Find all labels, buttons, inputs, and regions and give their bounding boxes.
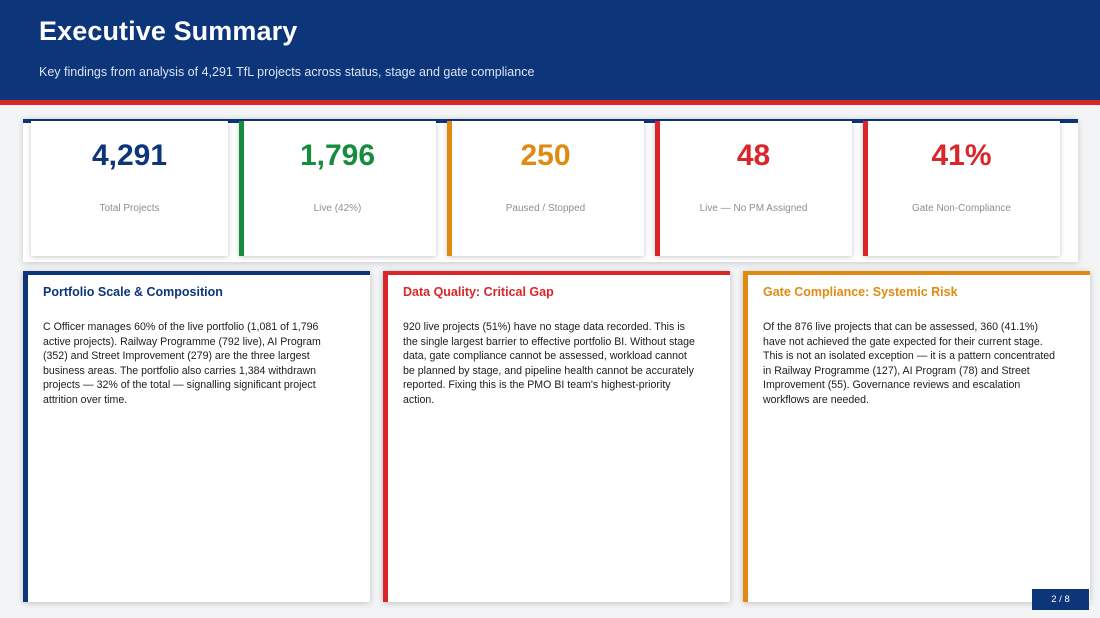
panel-body: 920 live projects (51%) have no stage da…: [403, 321, 695, 406]
panel-left-rule: [23, 271, 28, 602]
kpi-card-total-projects: 4,291 Total Projects: [31, 121, 228, 256]
page-number-badge: 2 / 8: [1032, 589, 1089, 610]
panel-title: Data Quality: Critical Gap: [403, 285, 554, 299]
panel-portfolio-scale: Portfolio Scale & Composition C Officer …: [23, 271, 370, 602]
kpi-value: 4,291: [91, 139, 168, 172]
kpi-accent-bar: [655, 121, 660, 256]
kpi-value: 41%: [931, 139, 992, 172]
panel-title: Gate Compliance: Systemic Risk: [763, 285, 958, 299]
kpi-label: Total Projects: [99, 203, 160, 214]
kpi-value: 1,796: [299, 139, 376, 172]
kpi-value: 48: [736, 139, 771, 172]
page-subtitle: Key findings from analysis of 4,291 TfL …: [39, 65, 535, 79]
panel-title: Portfolio Scale & Composition: [43, 285, 223, 299]
panel-top-rule: [743, 271, 1090, 275]
panel-body: Of the 876 live projects that can be ass…: [763, 321, 1056, 406]
panel-body: C Officer manages 60% of the live portfo…: [43, 321, 321, 406]
kpi-card-paused-stopped: 250 Paused / Stopped: [447, 121, 644, 256]
kpi-label: Gate Non-Compliance: [912, 203, 1011, 214]
header-accent-rule: [0, 100, 1100, 105]
panel-left-rule: [383, 271, 388, 602]
panel-gate-compliance: Gate Compliance: Systemic Risk Of the 87…: [743, 271, 1090, 602]
panel-top-rule: [383, 271, 730, 275]
page-title: Executive Summary: [39, 16, 298, 46]
panel-data-quality: Data Quality: Critical Gap 920 live proj…: [383, 271, 730, 602]
kpi-label: Live — No PM Assigned: [699, 203, 808, 214]
panel-top-rule: [23, 271, 370, 275]
kpi-accent-bar: [239, 121, 244, 256]
kpi-strip: 4,291 Total Projects 1,796 Live (42%) 25…: [23, 119, 1078, 262]
kpi-card-no-pm: 48 Live — No PM Assigned: [655, 121, 852, 256]
kpi-card-gate-non-compliance: 41% Gate Non-Compliance: [863, 121, 1060, 256]
kpi-accent-bar: [447, 121, 452, 256]
kpi-label: Paused / Stopped: [505, 203, 586, 214]
panel-left-rule: [743, 271, 748, 602]
kpi-card-live: 1,796 Live (42%): [239, 121, 436, 256]
kpi-value: 250: [520, 139, 571, 172]
header-banner: Executive Summary Key findings from anal…: [0, 0, 1100, 100]
kpi-label: Live (42%): [313, 203, 362, 214]
kpi-accent-bar: [863, 121, 868, 256]
